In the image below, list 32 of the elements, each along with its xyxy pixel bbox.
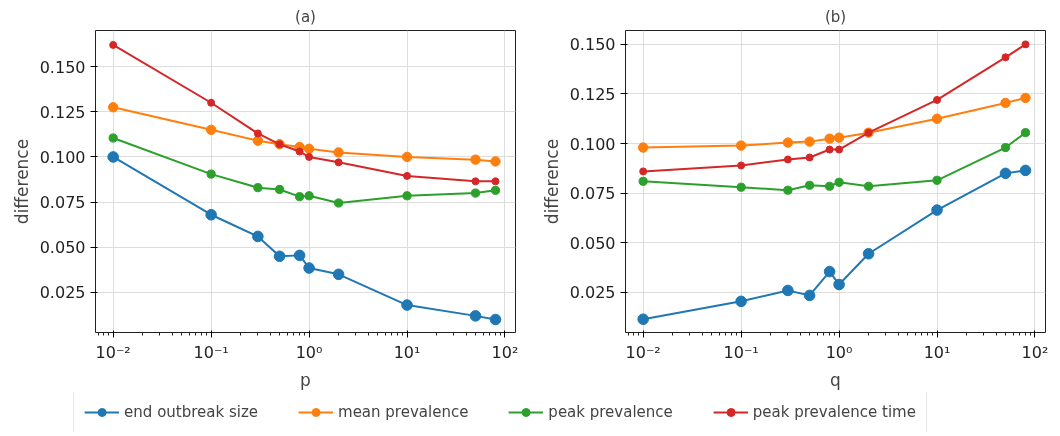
x-tick-label: 10⁻¹ [723,342,759,362]
y-tick-label: 0.150 [39,57,86,77]
y-tick-label: 0.025 [39,283,86,303]
y-tick-label: 0.025 [569,283,616,303]
y-axis-title: difference [541,138,562,225]
x-tick-label: 10² [1021,342,1049,362]
y-axis-title: difference [11,138,32,225]
x-tick-label: 10⁰ [295,342,323,362]
y-tick-label: 0.075 [569,184,616,204]
y-tick-label: 0.075 [39,193,86,213]
legend-label: peak prevalence [548,403,673,421]
x-axis-title: p [300,369,311,390]
y-tick-label: 0.125 [569,85,616,104]
legend-label: mean prevalence [338,403,469,421]
y-tick-label: 0.050 [39,238,86,258]
x-tick-label: 10⁻¹ [193,342,229,362]
y-tick-label: 0.125 [39,102,86,122]
x-tick-label: 10⁰ [825,342,853,362]
y-tick-label: 0.100 [39,147,86,167]
legend-label: peak prevalence time [752,403,916,421]
x-tick-label: 10² [491,342,519,362]
chart-title: (a) [295,7,316,26]
x-tick-label: 10⁻² [625,342,661,362]
chart-title: (b) [824,7,847,26]
legend-label: end outbreak size [124,403,259,421]
y-tick-label: 0.100 [569,134,616,154]
x-axis-title: q [830,369,841,390]
x-tick-label: 10¹ [923,342,951,362]
y-tick-label: 0.150 [569,35,616,55]
x-tick-label: 10⁻² [95,342,131,362]
x-tick-label: 10¹ [393,342,421,362]
y-tick-label: 0.050 [569,233,616,253]
